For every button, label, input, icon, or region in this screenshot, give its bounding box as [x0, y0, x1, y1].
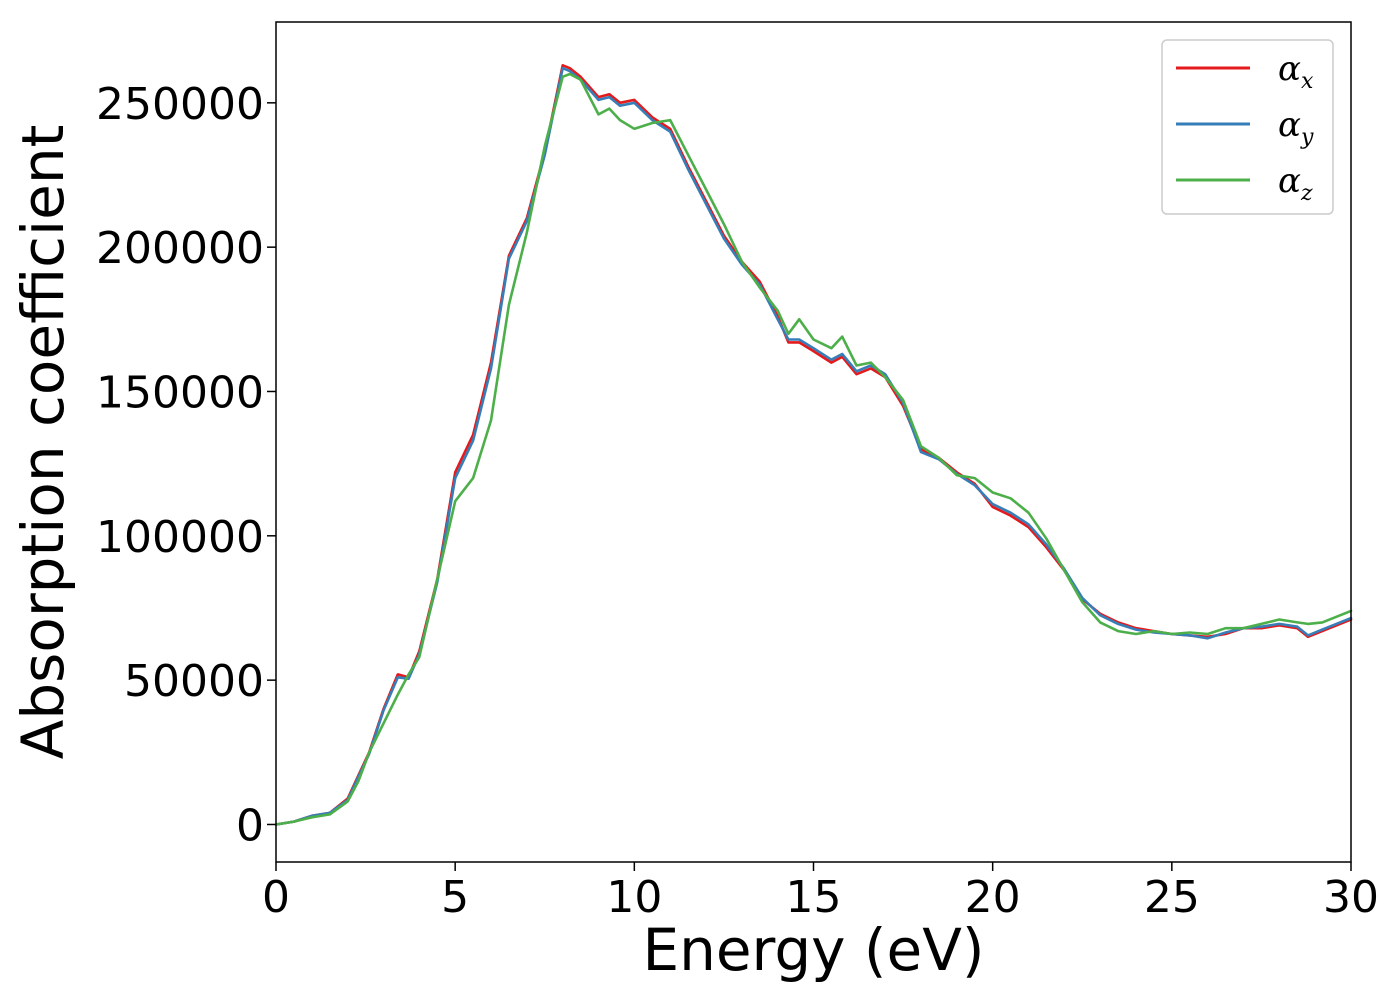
y-axis: 0 50000 100000 150000 200000 250000 — [96, 79, 276, 851]
series-layer — [274, 64, 1353, 826]
x-tick-label: 30 — [1323, 872, 1379, 923]
y-axis-title: Absorption coefficient — [9, 125, 77, 760]
x-axis: 0 5 10 15 20 25 30 — [262, 862, 1379, 923]
x-tick-label: 10 — [606, 872, 662, 923]
series-line-alpha-z — [274, 72, 1353, 826]
y-tick-label: 100000 — [96, 512, 264, 563]
x-tick-label: 0 — [262, 872, 290, 923]
x-axis-title: Energy (eV) — [642, 916, 984, 984]
x-tick-label: 5 — [441, 872, 469, 923]
x-tick-label: 25 — [1144, 872, 1200, 923]
y-tick-label: 0 — [236, 800, 264, 851]
y-tick-label: 50000 — [124, 656, 264, 707]
y-tick-label: 150000 — [96, 367, 264, 418]
x-tick-label: 15 — [786, 872, 842, 923]
x-tick-label: 20 — [965, 872, 1021, 923]
legend-box — [1161, 39, 1334, 215]
y-tick-label: 250000 — [96, 79, 264, 130]
y-tick-label: 200000 — [96, 223, 264, 274]
